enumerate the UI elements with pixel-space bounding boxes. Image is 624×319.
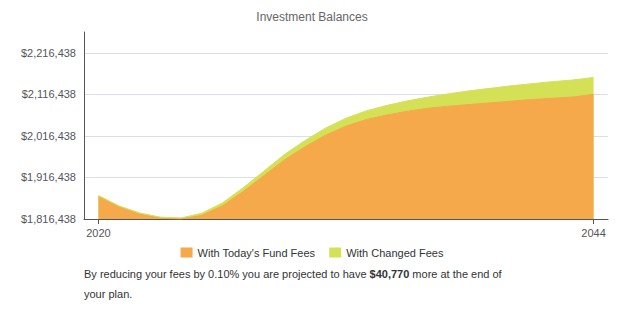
svg-text:$2,216,438: $2,216,438 [21,47,76,59]
svg-text:With Changed Fees: With Changed Fees [346,247,444,259]
svg-text:2044: 2044 [581,227,605,239]
svg-text:more at the end of: more at the end of [409,268,502,280]
svg-text:Investment Balances: Investment Balances [256,10,367,24]
svg-text:With Today's Fund Fees: With Today's Fund Fees [198,247,316,259]
svg-text:$1,816,438: $1,816,438 [21,213,76,225]
svg-text:$40,770: $40,770 [370,268,410,280]
svg-text:2020: 2020 [86,227,110,239]
svg-text:$2,116,438: $2,116,438 [22,88,76,100]
svg-text:$2,016,438: $2,016,438 [21,130,76,142]
svg-text:By reducing your fees by 0.10%: By reducing your fees by 0.10% you are p… [84,268,370,280]
svg-text:$1,916,438: $1,916,438 [21,171,76,183]
svg-text:your plan.: your plan. [84,288,132,300]
